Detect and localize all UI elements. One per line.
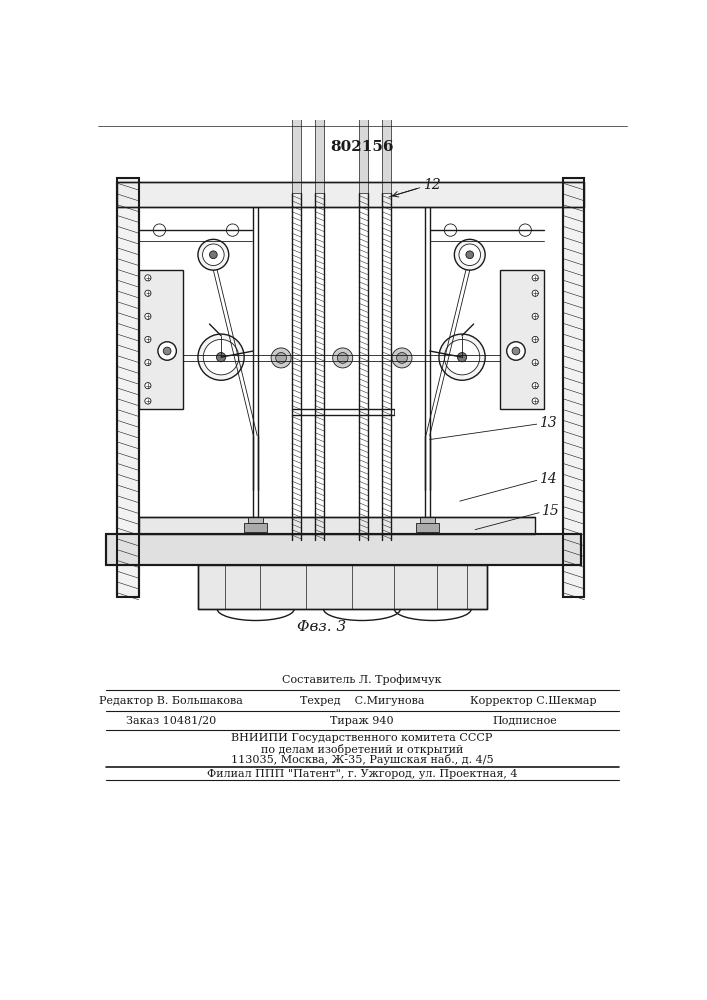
Circle shape: [271, 348, 291, 368]
Circle shape: [457, 353, 467, 362]
Bar: [359, 0, 368, 193]
Bar: [315, 0, 325, 193]
Text: по делам изобретений и открытий: по делам изобретений и открытий: [261, 744, 463, 755]
Circle shape: [145, 336, 151, 343]
Text: Техред    С.Мигунова: Техред С.Мигунова: [300, 696, 424, 706]
Bar: [198, 565, 486, 609]
Circle shape: [145, 290, 151, 296]
Circle shape: [145, 398, 151, 404]
Text: Тираж 940: Тираж 940: [330, 716, 394, 726]
Circle shape: [439, 334, 485, 380]
Bar: [563, 178, 585, 597]
Circle shape: [466, 251, 474, 259]
Circle shape: [226, 224, 239, 236]
Circle shape: [198, 334, 244, 380]
Bar: [500, 270, 544, 409]
Circle shape: [216, 353, 226, 362]
Text: Подписное: Подписное: [493, 716, 558, 726]
Circle shape: [455, 239, 485, 270]
Bar: [139, 270, 183, 409]
Text: Корректор С.Шекмар: Корректор С.Шекмар: [469, 696, 596, 706]
Bar: [248, 517, 264, 524]
Circle shape: [209, 251, 217, 259]
Circle shape: [512, 347, 520, 355]
Text: 12: 12: [423, 178, 440, 192]
Text: 802156: 802156: [330, 140, 394, 154]
Circle shape: [532, 336, 538, 343]
Text: 113035, Москва, Ж-35, Раушская наб., д. 4/5: 113035, Москва, Ж-35, Раушская наб., д. …: [230, 754, 493, 765]
Circle shape: [532, 290, 538, 296]
Circle shape: [163, 347, 171, 355]
Circle shape: [145, 275, 151, 281]
Circle shape: [532, 313, 538, 319]
Bar: [244, 523, 267, 532]
Circle shape: [198, 239, 229, 270]
Circle shape: [397, 353, 407, 363]
Circle shape: [532, 359, 538, 366]
Circle shape: [153, 224, 165, 236]
Bar: [105, 534, 580, 565]
Circle shape: [532, 275, 538, 281]
Bar: [117, 178, 139, 597]
Circle shape: [158, 342, 176, 360]
Circle shape: [444, 224, 457, 236]
Circle shape: [532, 383, 538, 389]
Circle shape: [392, 348, 412, 368]
Circle shape: [507, 342, 525, 360]
Bar: [416, 523, 439, 532]
Bar: [382, 0, 391, 193]
Text: ВНИИПИ Государственного комитета СССР: ВНИИПИ Государственного комитета СССР: [231, 733, 493, 743]
Circle shape: [519, 224, 532, 236]
Text: 15: 15: [542, 504, 559, 518]
Circle shape: [444, 339, 480, 375]
Circle shape: [204, 339, 239, 375]
Circle shape: [337, 353, 348, 363]
Circle shape: [459, 244, 481, 266]
Bar: [420, 517, 435, 524]
Bar: [139, 517, 535, 534]
Text: Составитель Л. Трофимчук: Составитель Л. Трофимчук: [282, 674, 442, 685]
Circle shape: [276, 353, 286, 363]
Text: Филиал ППП "Патент", г. Ужгород, ул. Проектная, 4: Филиал ППП "Патент", г. Ужгород, ул. Про…: [206, 769, 518, 779]
Circle shape: [145, 313, 151, 319]
Circle shape: [532, 398, 538, 404]
Text: Φвз. 3: Φвз. 3: [296, 620, 346, 634]
Text: Редактор В. Большакова: Редактор В. Большакова: [99, 696, 243, 706]
Text: 13: 13: [539, 416, 557, 430]
Circle shape: [333, 348, 353, 368]
Text: 14: 14: [539, 472, 557, 486]
Circle shape: [203, 244, 224, 266]
Circle shape: [145, 359, 151, 366]
Circle shape: [145, 383, 151, 389]
Text: Заказ 10481/20: Заказ 10481/20: [126, 716, 216, 726]
Bar: [292, 0, 301, 193]
Bar: [117, 182, 585, 207]
